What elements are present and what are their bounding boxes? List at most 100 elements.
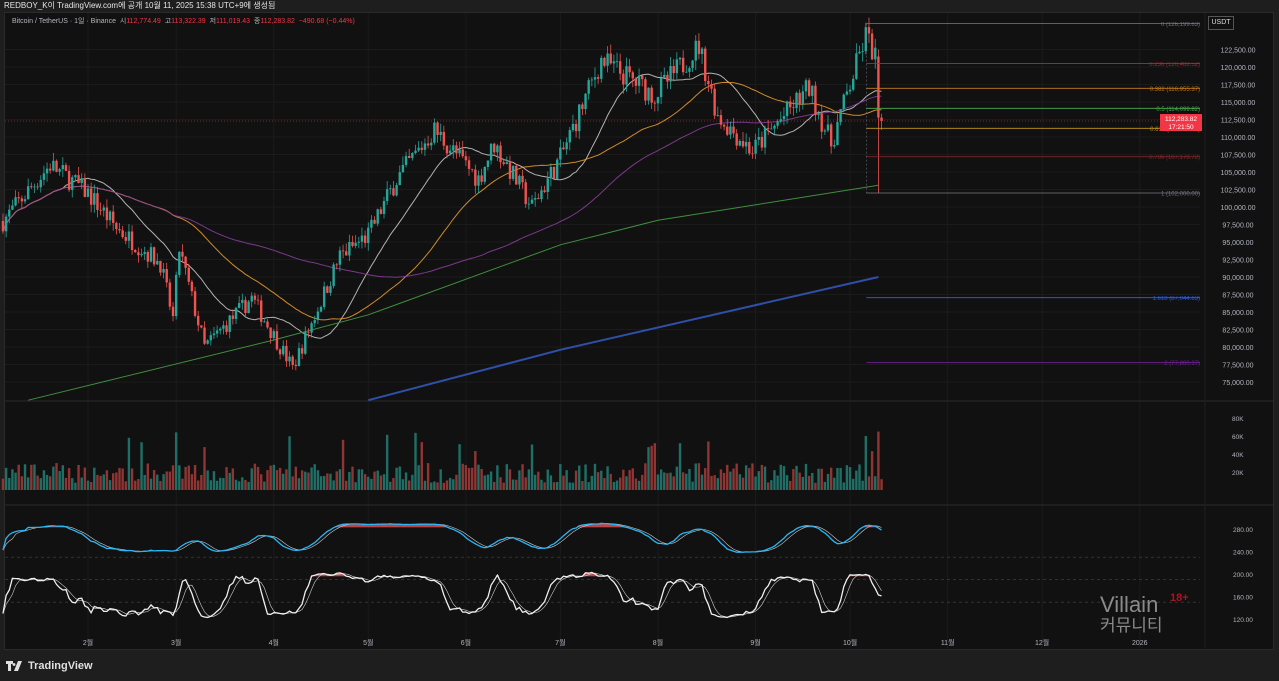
candle-body <box>524 182 527 205</box>
volume-bar <box>880 479 883 490</box>
candle-body <box>817 113 820 116</box>
candle-body <box>389 188 392 190</box>
ma-50-line <box>2 81 882 321</box>
volume-bar <box>568 482 571 490</box>
volume-bar <box>798 472 801 490</box>
candle-body <box>672 66 675 74</box>
candle-body <box>197 315 200 326</box>
volume-bar <box>178 465 181 490</box>
candle-body <box>165 268 168 283</box>
candle-body <box>697 40 701 55</box>
candle-body <box>748 141 751 154</box>
candle-body <box>603 57 606 66</box>
candle-body <box>241 299 244 304</box>
candle-body <box>820 113 823 132</box>
volume-bar <box>411 474 414 490</box>
candle-body <box>332 264 335 287</box>
volume-bar <box>278 467 282 490</box>
price-tag-value: 112,283.82 <box>1165 116 1197 123</box>
candle-body <box>663 74 666 78</box>
oscillator-tick: 160.00 <box>1233 595 1253 602</box>
volume-bar <box>659 469 663 490</box>
symbol-name[interactable]: Bitcoin / TetherUS · 1일 · Binance <box>12 18 116 25</box>
candle-body <box>382 201 386 214</box>
candle-body <box>329 286 332 293</box>
volume-bar <box>458 444 461 490</box>
volume-bar <box>502 482 505 490</box>
candle-body <box>96 193 99 210</box>
volume-bar <box>685 473 688 490</box>
volume-bar <box>310 467 313 490</box>
volume-bar <box>332 480 335 490</box>
volume-bar <box>307 472 310 490</box>
volume-bar <box>64 477 68 490</box>
volume-tick: 80K <box>1232 416 1244 423</box>
candle-body <box>801 91 805 104</box>
candle-body <box>17 197 20 199</box>
candle-body <box>789 101 792 108</box>
volume-bar <box>663 472 666 490</box>
candle-body <box>291 356 294 365</box>
candle-body <box>659 77 663 98</box>
price-tick: 115,000.00 <box>1221 100 1256 107</box>
candle-body <box>234 307 238 319</box>
candle-body <box>118 229 121 231</box>
volume-bar <box>382 474 386 490</box>
volume-bar <box>282 473 285 490</box>
candle-body <box>779 119 782 122</box>
watermark: Villain 커뮤니티 18+ <box>1100 592 1189 636</box>
volume-bar <box>590 475 594 490</box>
time-tick: 12월 <box>1035 638 1049 647</box>
volume-bar <box>678 443 682 490</box>
currency-button[interactable]: USDT <box>1208 16 1234 30</box>
volume-bar <box>773 470 776 490</box>
oscillator-pane <box>2 522 1200 619</box>
candle-body <box>215 330 219 334</box>
candle-body <box>80 178 83 184</box>
volume-bar <box>193 465 197 490</box>
tradingview-logo[interactable]: TradingView <box>6 660 93 672</box>
candle-body <box>99 209 102 211</box>
candle-body <box>300 348 304 354</box>
volume-bar <box>518 470 521 490</box>
candle-body <box>127 231 131 241</box>
candle-body <box>130 231 134 250</box>
candle-body <box>502 162 505 165</box>
candle-body <box>360 235 364 242</box>
volume-bar <box>694 463 697 490</box>
candle-body <box>33 186 36 188</box>
volume-bar <box>102 474 105 490</box>
volume-bar <box>628 470 631 490</box>
oscillator-tick: 280.00 <box>1233 527 1253 534</box>
volume-bar <box>300 470 304 490</box>
candle-body <box>26 186 30 200</box>
volume-bar <box>247 481 250 490</box>
volume-bar <box>329 473 332 490</box>
candle-body <box>105 207 109 221</box>
candle-body <box>373 219 376 224</box>
candle-body <box>121 230 124 238</box>
candle-body <box>845 91 849 95</box>
candle-body <box>499 145 502 163</box>
volume-bar <box>647 447 650 490</box>
candle-body <box>700 48 704 55</box>
price-tick: 112,500.00 <box>1221 118 1256 125</box>
volume-bar <box>524 477 527 490</box>
candle-body <box>571 123 575 131</box>
volume-bar <box>681 472 685 490</box>
low-label: 저 <box>209 18 217 25</box>
candle-body <box>704 48 707 81</box>
candle-body <box>833 145 836 147</box>
volume-bar <box>496 465 499 490</box>
volume-bar <box>609 473 612 490</box>
volume-bar <box>537 471 540 490</box>
candle-body <box>442 131 446 146</box>
volume-bar <box>363 474 367 490</box>
candle-body <box>357 241 361 243</box>
candle-body <box>433 122 436 143</box>
volume-bar <box>508 469 512 490</box>
candle-body <box>171 306 175 317</box>
volume-bar <box>766 482 770 490</box>
candle-body <box>848 89 852 92</box>
